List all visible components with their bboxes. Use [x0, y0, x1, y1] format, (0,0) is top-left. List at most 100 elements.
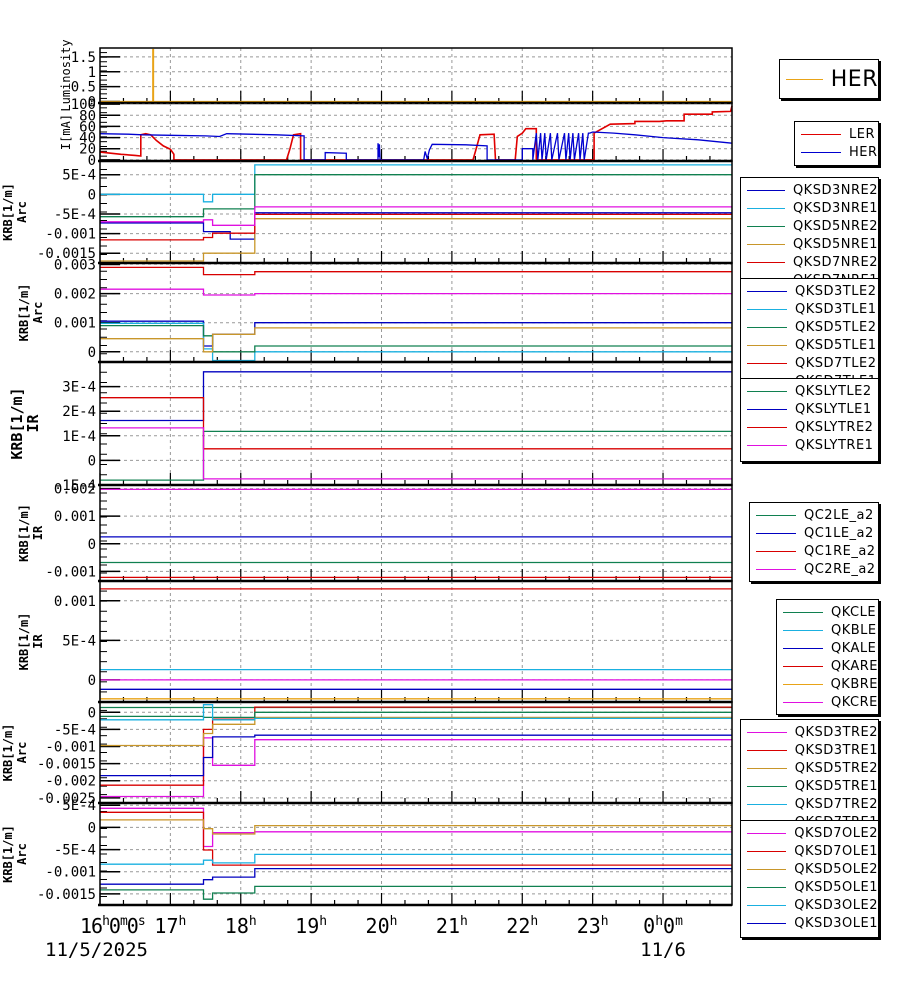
legend-entry: QKSD3NRE1 [741, 199, 878, 217]
panel-frame [99, 160, 733, 264]
y-axis-label: KRB[1/m] [1, 825, 15, 883]
y-tick-label: -5E-4 [54, 207, 96, 223]
x-tick-label-part: 21 [436, 914, 460, 938]
x-tick-label-part: 20 [366, 914, 390, 938]
series-line-qksd7tre2 [100, 704, 732, 721]
legend-label: QKSD3OLE2 [794, 897, 878, 913]
legend-arc-ole: QKSD7OLE2 QKSD7OLE1 QKSD5OLE2 QKSD5OLE1 QKSD… [740, 820, 879, 938]
legend-swatch [747, 850, 787, 852]
legend-label: QKBLE [831, 622, 877, 638]
legend-swatch [747, 290, 787, 292]
y-axis-label: KRB[1/m] [17, 504, 31, 562]
y-tick-label: 0.001 [54, 509, 96, 525]
legend-swatch [756, 532, 796, 534]
panel-ir-sly: 3E-4 2E-4 1E-4 0 -1E-4 KRB[1/m]IR [8, 361, 733, 494]
legend-entry: QKSD5NRE1 [741, 235, 878, 253]
series-line-qksd5nre1 [100, 218, 732, 262]
legend-label: QKSD5NRE1 [792, 236, 878, 252]
panel-frame [99, 580, 733, 703]
panel-arc-nre: 5E-4 0 -5E-4 -0.001 -0.0015 KRB[1/m] Arc [1, 160, 733, 265]
series-line-her [99, 131, 733, 162]
y-axis-sublabel: Arc [31, 302, 45, 324]
legend-label: QKSD3TLE2 [795, 283, 877, 299]
y-tick-label: 1 [88, 65, 96, 81]
legend-label: QKSD5OLE2 [794, 861, 878, 877]
legend-swatch [747, 749, 787, 751]
y-tick-label: 0.001 [54, 316, 96, 332]
y-tick-label: 60 [79, 119, 96, 135]
legend-swatch [801, 133, 841, 135]
y-tick-label: 5E-4 [62, 168, 96, 184]
legend-swatch [747, 390, 787, 392]
series-line-qksd5tre2 [100, 716, 732, 747]
y-tick-label: 0 [88, 453, 96, 469]
y-axis-sublabel: IR [31, 634, 45, 649]
x-tick-label-part: 0 [643, 914, 655, 938]
y-tick-label: -5E-4 [54, 722, 96, 738]
series-line-qkslytre1 [100, 427, 732, 480]
y-axis-sublabel: Arc [15, 843, 29, 865]
legend-swatch [747, 904, 787, 906]
legend-swatch [747, 308, 787, 310]
legend-label: QKBRE [830, 676, 878, 692]
y-axis-label: KRB[1/m] [8, 387, 26, 459]
x-tick-label-part: 0 [127, 914, 138, 938]
x-tick-label: 16h0m0s [80, 914, 145, 938]
legend-entry: QC2RE_a2 [750, 560, 878, 578]
legend-swatch [747, 886, 787, 888]
x-tick-label-part: h [460, 914, 468, 929]
series-line-qksd3ole2 [100, 853, 732, 865]
legend-swatch [747, 243, 785, 245]
y-tick-label: 0 [88, 153, 96, 169]
legend-label: QKARE [830, 658, 878, 674]
legend-swatch [783, 629, 823, 631]
x-tick-label-part: h [601, 914, 609, 929]
y-tick-label: 5E-4 [62, 633, 96, 649]
x-tick-label-part: 22 [506, 914, 530, 938]
legend-swatch [747, 803, 787, 805]
legend-entry: QKCRE [777, 693, 878, 711]
legend-swatch [747, 444, 787, 446]
legend-swatch [747, 426, 787, 428]
y-tick-label: -0.0015 [37, 757, 96, 773]
legend-label: QKSD7OLE1 [794, 843, 878, 859]
legend-label: QC2LE_a2 [804, 507, 874, 523]
legend-label: QC2RE_a2 [804, 561, 876, 577]
legend-entry: QC2LE_a2 [750, 506, 878, 524]
y-tick-label: -5E-4 [54, 843, 96, 859]
y-tick-label: -0.001 [45, 740, 96, 756]
y-tick-label: 2E-4 [62, 404, 96, 420]
x-tick-label: 19h [295, 914, 327, 938]
legend-entry: QKSD7TRE2 [741, 795, 878, 813]
legend-swatch [756, 514, 796, 516]
legend-swatch [801, 151, 841, 153]
series-line-qksd7tle2 [100, 266, 732, 276]
y-tick-label: 0 [88, 705, 96, 721]
y-axis-sublabel: IR [24, 414, 42, 433]
legend-label: QC1LE_a2 [804, 525, 874, 541]
panel-ir-qk: 0.001 5E-4 0 KRB[1/m] IR [17, 580, 733, 709]
legend-entry: QKSD5OLE2 [741, 860, 878, 878]
x-tick-label-part: h [655, 914, 663, 929]
y-tick-label: 5E-4 [62, 798, 96, 814]
y-axis-sublabel: Arc [15, 201, 29, 223]
y-tick-label: 0 [88, 187, 96, 203]
legend-label: QKSD3TLE1 [795, 301, 877, 317]
legend-entry: QKSD5OLE1 [741, 878, 878, 896]
legend-entry: QKSD7OLE1 [741, 842, 878, 860]
legend-label: HER [830, 66, 878, 92]
y-tick-label: 0 [88, 345, 96, 361]
legend-swatch [747, 362, 787, 364]
legend-label: QKSD7TRE2 [794, 796, 878, 812]
x-tick-label: 23h [577, 914, 609, 938]
legend-entry: QKARE [777, 657, 878, 675]
y-axis-sublabel: IR [31, 525, 45, 540]
legend-swatch [783, 611, 823, 613]
x-tick-label-part: m [675, 914, 683, 929]
y-tick-label: 0 [88, 95, 96, 111]
legend-swatch [747, 225, 785, 227]
panel-arc-tre: 0-5E-4 -0.001-0.0015-0.002-0.0025 KRB[1/m]… [1, 701, 733, 807]
legend-label: QKSD5OLE1 [794, 879, 878, 895]
legend-label: QKALE [831, 640, 877, 656]
